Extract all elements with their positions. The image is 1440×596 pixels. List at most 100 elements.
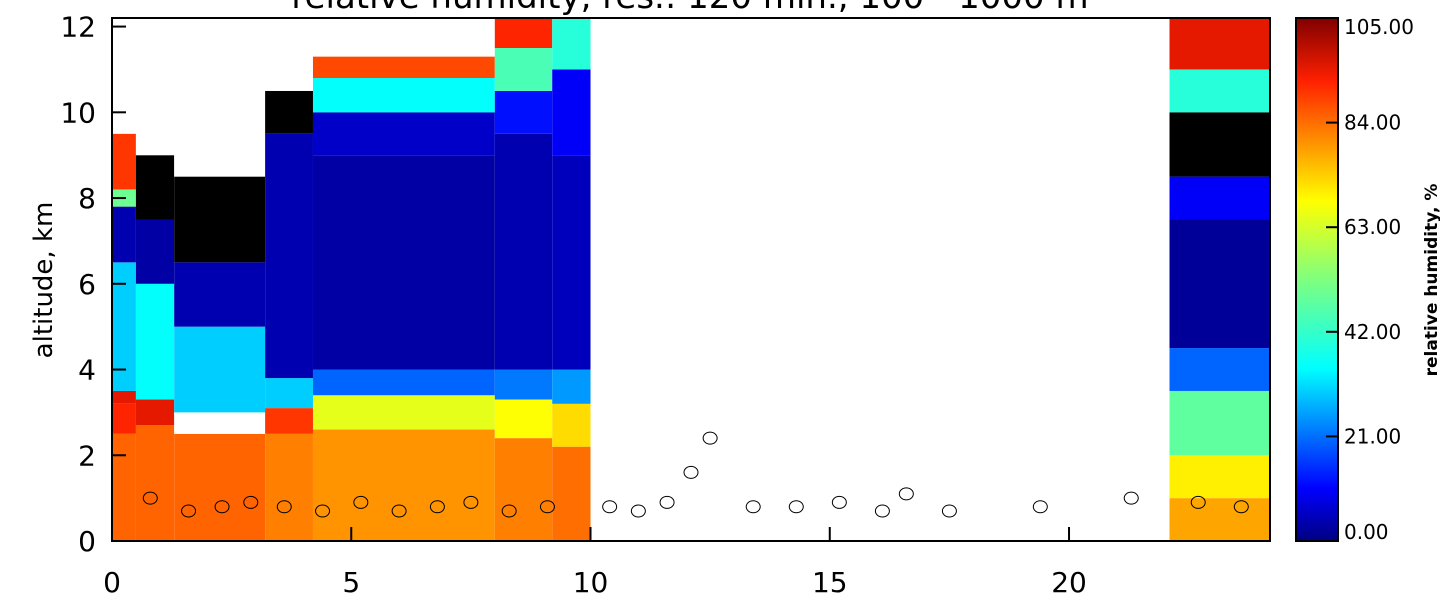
heatmap-cell (1169, 219, 1270, 349)
heatmap-cell (1169, 348, 1270, 391)
contour-line (1233, 500, 1249, 514)
contour-line (1123, 491, 1139, 505)
contour-line (683, 465, 699, 479)
y-tick-label: 8 (78, 182, 96, 215)
heatmap-cell (312, 155, 495, 370)
heatmap-cell (112, 433, 136, 541)
contour-line (1032, 500, 1048, 514)
contour-line (463, 495, 479, 509)
contour-line (243, 495, 259, 509)
heatmap-cell (312, 78, 495, 113)
heatmap-cell (112, 262, 136, 391)
heatmap-cell (1169, 69, 1270, 113)
heatmap-cell (494, 90, 553, 134)
contour-line (429, 500, 445, 514)
contour-line (745, 500, 761, 514)
contour-line (501, 504, 517, 518)
colorbar-tick-label: 63.00 (1344, 215, 1401, 239)
colorbar-tick-label: 105.00 (1344, 15, 1414, 39)
contour-line (276, 500, 292, 514)
heatmap-cell (552, 155, 591, 370)
heatmap-cell (494, 399, 553, 439)
colorbar-tick-label: 42.00 (1344, 320, 1401, 344)
y-tick-label: 12 (60, 11, 96, 44)
heatmap-cell (112, 18, 136, 134)
heatmap-cell (174, 176, 266, 263)
heatmap-cell (552, 403, 591, 447)
heatmap-cell (265, 408, 313, 434)
heatmap-cell (174, 262, 266, 327)
heatmap-cell (1169, 390, 1270, 456)
contour-line (659, 495, 675, 509)
heatmap-cell (312, 18, 495, 57)
heatmap-cell (494, 438, 553, 541)
heatmap-cell (112, 133, 136, 190)
heatmap-cell (494, 133, 553, 370)
heatmap-cell (1169, 498, 1270, 541)
heatmap-cell (112, 390, 136, 404)
x-tick-label: 0 (103, 566, 121, 596)
contour-line (788, 500, 804, 514)
contour-line (702, 431, 718, 445)
contour-line (898, 487, 914, 501)
heatmap-cell (312, 56, 495, 79)
heatmap-cell (312, 112, 495, 156)
y-tick-label: 10 (60, 96, 96, 129)
heatmap-cell (265, 18, 313, 91)
colorbar (1295, 17, 1339, 542)
contour-line (539, 500, 555, 514)
heatmap-cell (135, 399, 175, 426)
x-axis: 0 5 10 15 20 (103, 527, 1087, 596)
colorbar-tick-label: 0.00 (1344, 520, 1389, 544)
y-tick-label: 6 (78, 268, 96, 301)
heatmap-cell (494, 18, 553, 49)
heatmap-cell (112, 206, 136, 263)
heatmap-cell (135, 219, 175, 284)
heatmap-cell (135, 425, 175, 541)
heatmap-cell (312, 395, 495, 430)
x-tick-label: 15 (812, 566, 848, 596)
heatmap-cell (174, 18, 266, 177)
heatmap-cell (1169, 455, 1270, 499)
heatmap-cell (552, 18, 591, 70)
contour-line (630, 504, 646, 518)
contour-line (214, 500, 230, 514)
y-tick-label: 2 (78, 439, 96, 472)
x-tick-label: 20 (1051, 566, 1087, 596)
heatmap-cell (552, 69, 591, 156)
contour-line (315, 504, 331, 518)
y-tick-label: 0 (78, 525, 96, 558)
heatmap-cell (135, 283, 175, 400)
heatmap-cell (135, 18, 175, 156)
colorbar-tick-label: 21.00 (1344, 424, 1401, 448)
heatmap-cell (494, 369, 553, 400)
contour-line (391, 504, 407, 518)
heatmap-cell (135, 155, 175, 220)
heatmap-cell (112, 403, 136, 434)
heatmap-cell (1169, 112, 1270, 177)
y-tick-label: 4 (78, 354, 96, 387)
contour-lines (142, 431, 1249, 518)
heatmap-cell (265, 378, 313, 409)
colorbar-ticks: 105.00 84.00 63.00 42.00 21.00 0.00 (1326, 15, 1414, 544)
heatmap-cell (174, 412, 266, 434)
heatmap-cell (174, 326, 266, 413)
plot-frame (111, 17, 1271, 542)
contour-line (1190, 495, 1206, 509)
x-tick-label: 5 (342, 566, 360, 596)
heatmap-cell (265, 133, 313, 379)
heatmap-cell (174, 433, 266, 541)
contour-line (831, 495, 847, 509)
contour-line (602, 500, 618, 514)
heatmap-cell (494, 48, 553, 91)
contour-line (142, 491, 158, 505)
contour-line (353, 495, 369, 509)
y-axis: 0 2 4 6 8 10 12 (60, 11, 126, 558)
heatmap-cell (312, 369, 495, 396)
colorbar-label: relative humidity, % (1422, 184, 1440, 377)
heatmap-cell (1169, 18, 1270, 70)
heatmap-cell (552, 369, 591, 404)
contour-line (941, 504, 957, 518)
y-axis-label: altitude, km (29, 202, 59, 359)
